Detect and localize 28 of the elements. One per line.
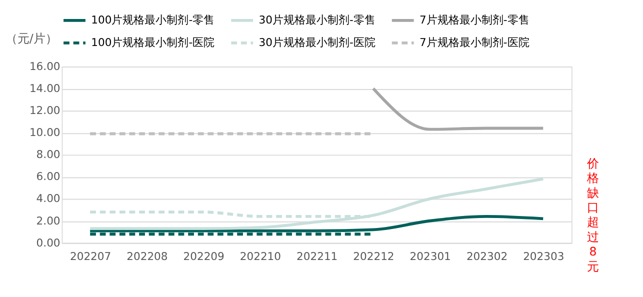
line-series [88,214,545,232]
y-tick-label: 12.00 [29,104,60,118]
y-tick-label: 4.00 [36,192,60,206]
x-tick-label: 202209 [183,250,225,264]
x-tick-label: 202210 [240,250,282,264]
y-tick-label: 16.00 [29,60,60,73]
y-axis-title: （元/片） [5,31,58,46]
y-tick-label: 6.00 [36,170,60,184]
y-tick-label: 14.00 [29,82,60,95]
legend-label: 7片规格最小制剂-医院 [420,36,530,49]
y-tick-label: 10.00 [29,126,60,140]
legend-label: 30片规格最小制剂-零售 [258,13,376,26]
y-tick-label: 8.00 [36,148,60,162]
x-tick-label: 202303 [523,250,564,264]
legend-label: 30片规格最小制剂-医院 [258,36,376,49]
y-tick-label: 0.00 [36,236,60,250]
legend-label: 100片规格最小制剂-医院 [91,36,215,49]
x-tick-label: 202211 [296,250,338,264]
x-tick-label: 202301 [410,250,451,264]
x-tick-label: 202207 [70,250,112,264]
y-tick-label: 2.00 [36,214,60,228]
legend-label: 7片规格最小制剂-零售 [420,13,530,26]
line-series [88,177,545,230]
text: 价格缺口超过8元 [586,156,600,274]
x-tick-label: 202208 [126,250,168,264]
legend-label: 100片规格最小制剂-零售 [91,13,215,26]
x-tick-label: 202302 [466,250,508,264]
x-tick-label: 202212 [353,250,394,264]
